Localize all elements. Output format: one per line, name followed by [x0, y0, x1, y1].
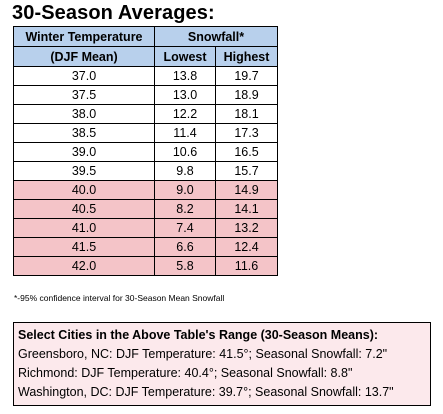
averages-table: Winter Temperature Snowfall* (DJF Mean) … — [13, 26, 278, 276]
city-line-washington: Washington, DC: DJF Temperature: 39.7°; … — [18, 385, 394, 399]
cell-temperature: 38.0 — [13, 104, 155, 124]
cell-temperature: 38.5 — [13, 123, 155, 143]
city-line-greensboro: Greensboro, NC: DJF Temperature: 41.5°; … — [18, 347, 388, 361]
cell-lowest: 5.8 — [154, 256, 216, 276]
header-row-2: (DJF Mean) Lowest Highest — [13, 46, 278, 67]
cell-lowest: 11.4 — [154, 123, 216, 143]
cell-temperature: 42.0 — [13, 256, 155, 276]
table-row: 38.5 11.4 17.3 — [13, 123, 278, 143]
cell-highest: 19.7 — [215, 66, 278, 86]
table-row: 40.5 8.2 14.1 — [13, 199, 278, 219]
cell-highest: 18.9 — [215, 85, 278, 105]
cell-highest: 18.1 — [215, 104, 278, 124]
cell-lowest: 6.6 — [154, 237, 216, 257]
cell-highest: 14.1 — [215, 199, 278, 219]
cell-temperature: 40.5 — [13, 199, 155, 219]
cell-temperature: 41.5 — [13, 237, 155, 257]
table-row: 39.0 10.6 16.5 — [13, 142, 278, 162]
table-row: 38.0 12.2 18.1 — [13, 104, 278, 124]
table-row: 37.5 13.0 18.9 — [13, 85, 278, 105]
header-winter-temperature: Winter Temperature — [13, 26, 155, 47]
cell-highest: 11.6 — [215, 256, 278, 276]
table-row: 39.5 9.8 15.7 — [13, 161, 278, 181]
table-row: 42.0 5.8 11.6 — [13, 256, 278, 276]
cell-highest: 14.9 — [215, 180, 278, 200]
table-row: 41.0 7.4 13.2 — [13, 218, 278, 238]
cities-title: Select Cities in the Above Table's Range… — [18, 328, 379, 342]
city-line-richmond: Richmond: DJF Temperature: 40.4°; Season… — [18, 366, 353, 380]
cell-lowest: 9.8 — [154, 161, 216, 181]
cell-temperature: 40.0 — [13, 180, 155, 200]
cell-highest: 12.4 — [215, 237, 278, 257]
cell-lowest: 7.4 — [154, 218, 216, 238]
header-row-1: Winter Temperature Snowfall* — [13, 26, 278, 47]
cell-lowest: 13.8 — [154, 66, 216, 86]
cell-lowest: 9.0 — [154, 180, 216, 200]
cell-temperature: 39.0 — [13, 142, 155, 162]
averages-table-body: Winter Temperature Snowfall* (DJF Mean) … — [13, 26, 278, 276]
cell-lowest: 8.2 — [154, 199, 216, 219]
cell-temperature: 39.5 — [13, 161, 155, 181]
table-row: 37.0 13.8 19.7 — [13, 66, 278, 86]
cell-lowest: 13.0 — [154, 85, 216, 105]
cell-lowest: 12.2 — [154, 104, 216, 124]
page-title: 30-Season Averages: — [12, 2, 215, 24]
cell-highest: 16.5 — [215, 142, 278, 162]
cell-temperature: 37.5 — [13, 85, 155, 105]
cell-lowest: 10.6 — [154, 142, 216, 162]
header-lowest: Lowest — [154, 46, 216, 67]
cell-temperature: 37.0 — [13, 66, 155, 86]
header-highest: Highest — [215, 46, 278, 67]
cell-highest: 17.3 — [215, 123, 278, 143]
cell-temperature: 41.0 — [13, 218, 155, 238]
table-row: 40.0 9.0 14.9 — [13, 180, 278, 200]
cell-highest: 15.7 — [215, 161, 278, 181]
table-row: 41.5 6.6 12.4 — [13, 237, 278, 257]
cell-highest: 13.2 — [215, 218, 278, 238]
cities-box: Select Cities in the Above Table's Range… — [13, 322, 431, 406]
footnote: *-95% confidence interval for 30-Season … — [14, 293, 225, 303]
header-djf-mean: (DJF Mean) — [13, 46, 155, 67]
header-snowfall: Snowfall* — [154, 26, 278, 47]
